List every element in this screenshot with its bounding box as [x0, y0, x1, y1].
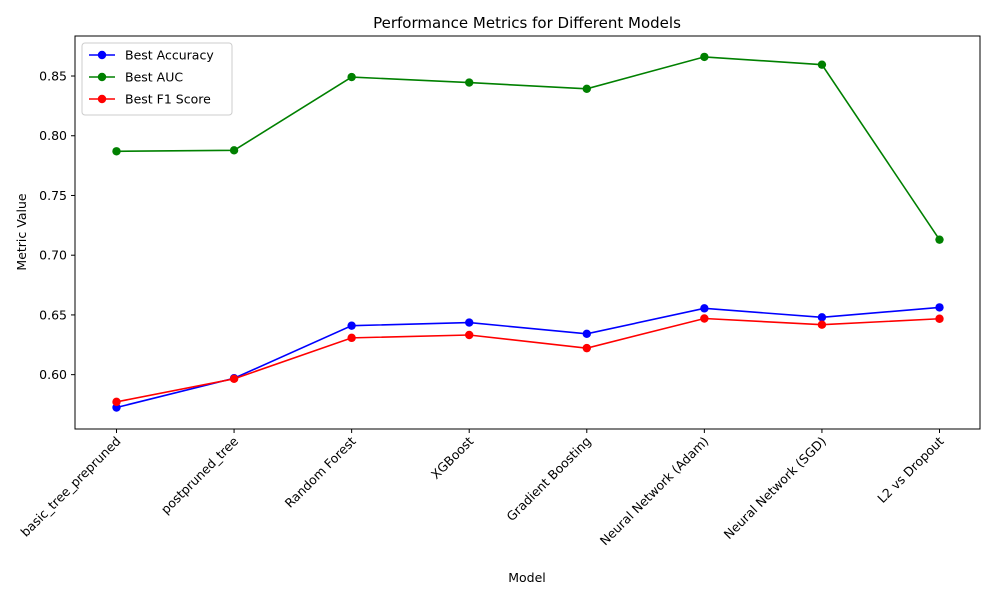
data-point	[112, 397, 121, 407]
x-axis-label: Model	[508, 570, 546, 585]
data-point	[582, 343, 591, 353]
legend-label: Best Accuracy	[125, 48, 214, 63]
data-point	[582, 84, 591, 93]
data-point	[112, 147, 121, 156]
data-point	[935, 314, 944, 323]
data-point	[347, 72, 356, 82]
series-line	[116, 56, 941, 241]
legend-item-best-f1-score: Best F1 Score	[89, 92, 211, 107]
legend-marker	[97, 50, 107, 60]
legend: Best Accuracy Best AUC Best F1 Score	[81, 42, 233, 116]
axes-frame	[74, 35, 981, 430]
data-point	[700, 52, 709, 62]
data-point	[700, 304, 709, 313]
data-point	[700, 314, 709, 323]
data-point	[817, 60, 827, 69]
y-tick-label: 0.60	[39, 367, 67, 382]
data-point	[465, 78, 474, 87]
legend-marker	[97, 94, 107, 104]
data-point	[347, 333, 356, 343]
legend-item-best-accuracy: Best Accuracy	[89, 48, 214, 63]
legend-label: Best AUC	[125, 70, 183, 85]
legend-label: Best F1 Score	[125, 92, 211, 107]
series-best-auc	[112, 52, 944, 244]
y-tick-label: 0.75	[39, 188, 67, 203]
series-best-accuracy	[112, 303, 944, 412]
y-tick-label: 0.80	[39, 128, 67, 143]
legend-box	[81, 42, 233, 116]
y-tick-label: 0.85	[39, 69, 67, 84]
y-tick-label: 0.70	[39, 248, 67, 263]
y-axis: 0.60 0.65 0.70 0.75 0.80 0.85	[39, 69, 75, 382]
data-point	[817, 313, 827, 322]
data-point	[582, 329, 591, 338]
chart-title: Performance Metrics for Different Models	[373, 14, 681, 32]
data-point	[229, 146, 239, 155]
series-line	[116, 306, 940, 409]
data-point	[465, 330, 474, 340]
series-best-f1-score	[112, 314, 944, 407]
data-point	[935, 303, 944, 312]
series-line	[116, 317, 940, 403]
data-point	[347, 321, 356, 330]
y-axis-label: Metric Value	[14, 193, 29, 270]
legend-marker	[97, 72, 107, 82]
data-point	[465, 318, 474, 327]
data-point	[935, 235, 944, 244]
plot-area	[112, 52, 944, 412]
data-point	[817, 320, 827, 329]
legend-item-best-auc: Best AUC	[89, 70, 183, 85]
y-tick-label: 0.65	[39, 307, 67, 322]
data-point	[229, 374, 239, 384]
